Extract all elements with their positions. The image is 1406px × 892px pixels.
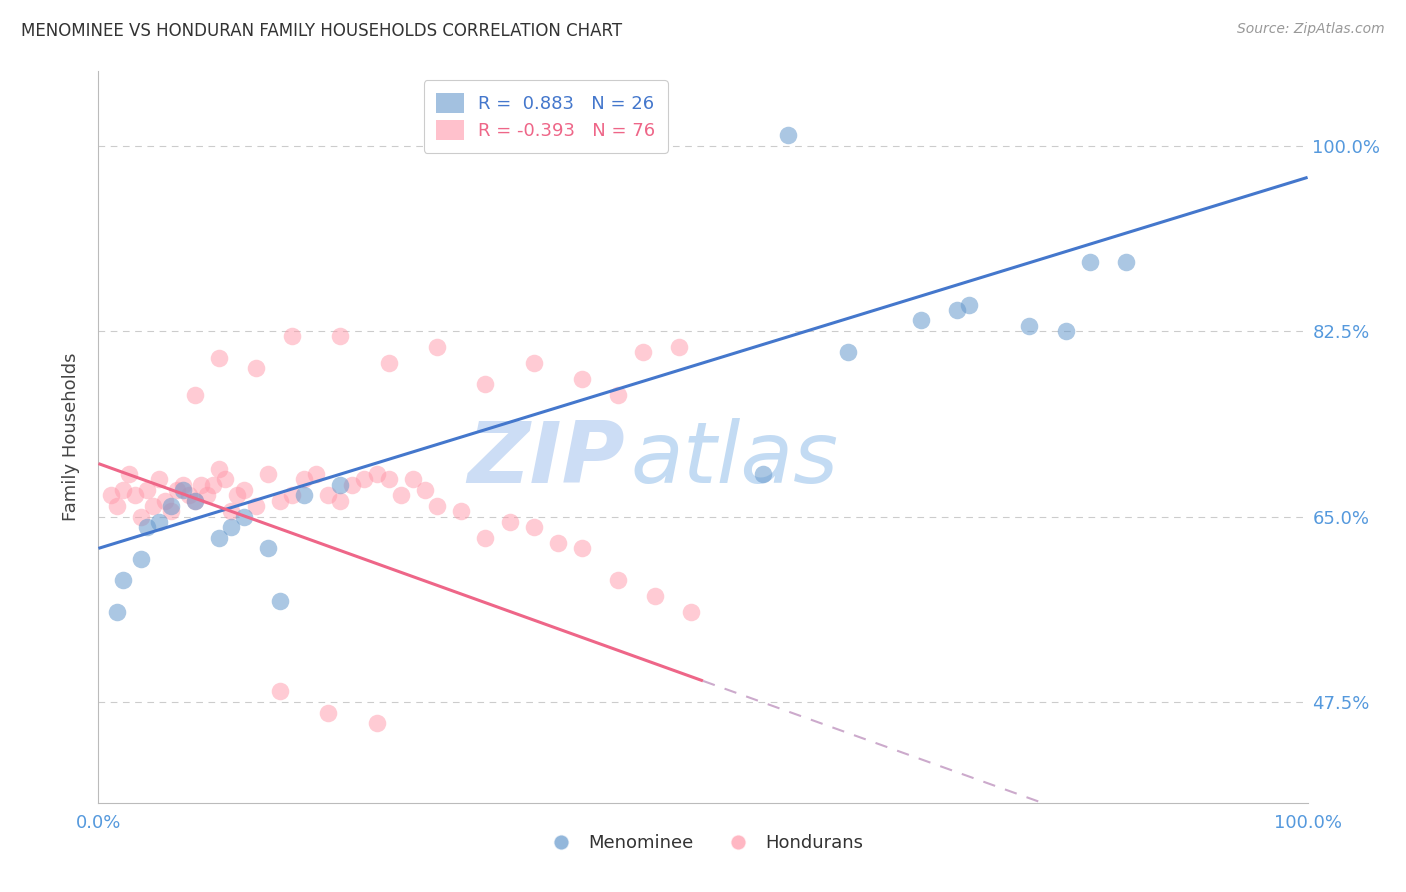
- Point: [195, 488, 218, 502]
- Point: [607, 387, 630, 401]
- Point: [523, 356, 546, 370]
- Point: [184, 493, 207, 508]
- Point: [118, 467, 141, 482]
- Point: [353, 473, 375, 487]
- Point: [752, 467, 775, 482]
- Point: [142, 499, 165, 513]
- Point: [269, 594, 291, 608]
- Point: [668, 340, 690, 354]
- Point: [105, 605, 128, 619]
- Point: [221, 504, 243, 518]
- Point: [692, 854, 714, 868]
- Point: [366, 467, 388, 482]
- Point: [426, 340, 449, 354]
- Text: ZIP: ZIP: [467, 417, 624, 500]
- Point: [166, 483, 188, 497]
- Point: [129, 509, 152, 524]
- Point: [329, 329, 352, 343]
- Point: [547, 536, 569, 550]
- Point: [148, 473, 170, 487]
- Point: [498, 515, 520, 529]
- Point: [910, 313, 932, 327]
- Point: [837, 345, 859, 359]
- Point: [269, 493, 291, 508]
- Point: [474, 377, 496, 392]
- Point: [607, 573, 630, 587]
- Point: [329, 493, 352, 508]
- Point: [1115, 255, 1137, 269]
- Point: [256, 467, 278, 482]
- Point: [190, 477, 212, 491]
- Point: [129, 552, 152, 566]
- Point: [269, 684, 291, 698]
- Point: [232, 509, 254, 524]
- Point: [111, 483, 134, 497]
- Point: [208, 531, 231, 545]
- Text: MENOMINEE VS HONDURAN FAMILY HOUSEHOLDS CORRELATION CHART: MENOMINEE VS HONDURAN FAMILY HOUSEHOLDS …: [21, 22, 623, 40]
- Point: [202, 477, 225, 491]
- Point: [305, 467, 328, 482]
- Point: [160, 499, 183, 513]
- Point: [281, 488, 304, 502]
- Point: [377, 356, 399, 370]
- Point: [366, 716, 388, 731]
- Point: [292, 488, 315, 502]
- Point: [179, 488, 201, 502]
- Point: [946, 302, 969, 317]
- Point: [450, 504, 472, 518]
- Point: [402, 473, 425, 487]
- Point: [571, 541, 593, 556]
- Point: [135, 483, 157, 497]
- Point: [342, 477, 364, 491]
- Point: [105, 499, 128, 513]
- Point: [124, 488, 146, 502]
- Point: [523, 520, 546, 534]
- Point: [316, 488, 339, 502]
- Point: [160, 504, 183, 518]
- Point: [172, 477, 194, 491]
- Point: [957, 297, 980, 311]
- Point: [316, 706, 339, 720]
- Point: [184, 493, 207, 508]
- Point: [1054, 324, 1077, 338]
- Point: [232, 483, 254, 497]
- Point: [245, 499, 267, 513]
- Point: [148, 515, 170, 529]
- Point: [208, 351, 231, 365]
- Point: [226, 488, 249, 502]
- Point: [221, 520, 243, 534]
- Point: [1078, 255, 1101, 269]
- Point: [245, 361, 267, 376]
- Point: [413, 483, 436, 497]
- Point: [292, 473, 315, 487]
- Point: [153, 493, 176, 508]
- Point: [679, 605, 702, 619]
- Point: [111, 573, 134, 587]
- Point: [1018, 318, 1040, 333]
- Point: [776, 128, 799, 142]
- Point: [100, 488, 122, 502]
- Legend: Menominee, Hondurans: Menominee, Hondurans: [536, 827, 870, 860]
- Point: [135, 520, 157, 534]
- Point: [329, 477, 352, 491]
- Point: [256, 541, 278, 556]
- Point: [389, 488, 412, 502]
- Point: [281, 329, 304, 343]
- Text: Source: ZipAtlas.com: Source: ZipAtlas.com: [1237, 22, 1385, 37]
- Point: [377, 473, 399, 487]
- Point: [172, 483, 194, 497]
- Point: [631, 345, 654, 359]
- Point: [571, 372, 593, 386]
- Y-axis label: Family Households: Family Households: [62, 353, 80, 521]
- Point: [426, 499, 449, 513]
- Point: [184, 387, 207, 401]
- Text: atlas: atlas: [630, 417, 838, 500]
- Point: [208, 462, 231, 476]
- Point: [644, 589, 666, 603]
- Point: [214, 473, 236, 487]
- Point: [474, 531, 496, 545]
